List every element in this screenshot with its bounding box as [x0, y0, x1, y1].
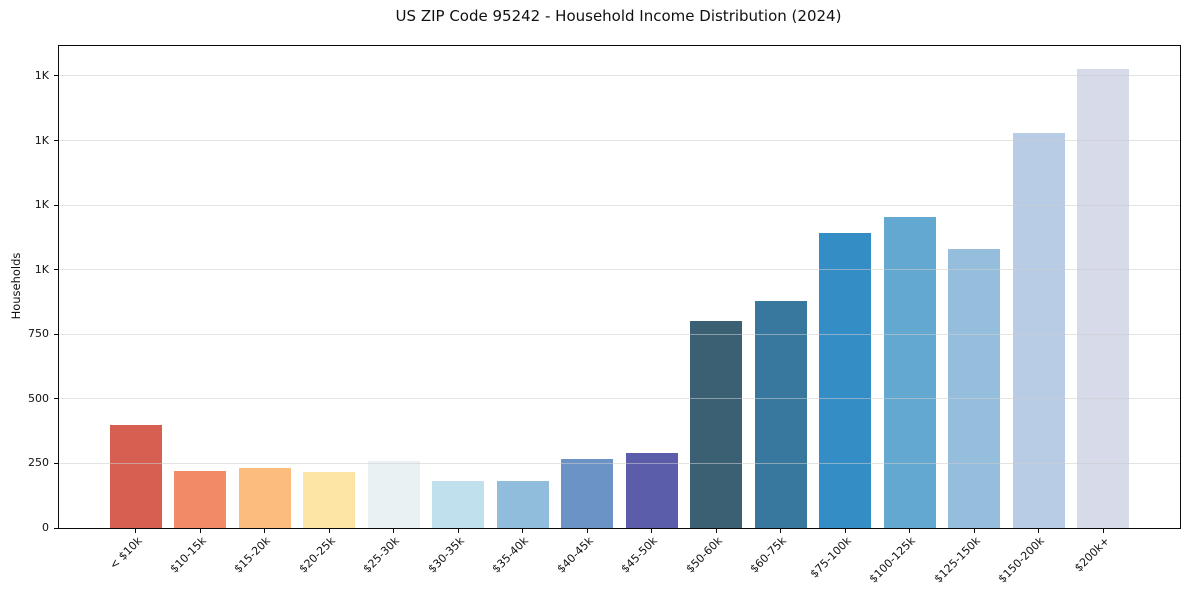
x-tick-label: $20-25k: [296, 534, 338, 576]
gridline: [59, 75, 1180, 77]
y-tick-label: 1K: [34, 198, 49, 212]
x-tick-label: $200k+: [1071, 534, 1112, 575]
plot-area: < $10k $10-15k $15-20k $20-25k $25-30k $30-35…: [28, 45, 1181, 585]
bar: [625, 453, 678, 528]
x-tick-label: $10-15k: [167, 534, 209, 576]
x-tick-mark: [586, 529, 588, 533]
x-tick-mark: [1038, 529, 1040, 533]
x-tick-label: $60-75k: [747, 534, 790, 576]
x-tick-mark: [264, 529, 266, 533]
y-tick-label: 250: [28, 456, 49, 470]
x-tick-mark: [199, 529, 201, 533]
x-tick-label: $35-40k: [489, 534, 532, 576]
x-tick-label: < $10k: [106, 534, 145, 572]
y-tick-mark: [54, 333, 58, 335]
bar: [819, 232, 872, 528]
bar: [367, 461, 420, 528]
bar: [432, 480, 485, 528]
bar: [496, 480, 549, 528]
bar: [109, 424, 162, 528]
x-tick-mark: [973, 529, 975, 533]
y-tick-label: 1K: [34, 68, 49, 82]
x-tick-label: $25-30k: [360, 534, 403, 576]
y-tick-mark: [54, 75, 58, 77]
bar: [1077, 69, 1130, 528]
bar: [303, 472, 356, 528]
y-tick-label: 1K: [34, 133, 49, 147]
x-tick-mark: [844, 529, 846, 533]
x-tick-label: $75-100k: [807, 534, 854, 581]
bar: [238, 467, 291, 528]
x-tick-label: $40-45k: [554, 534, 596, 576]
x-tick-mark: [780, 529, 782, 533]
y-tick-label: 500: [28, 391, 49, 405]
bar: [754, 300, 807, 528]
x-tick-label: $45-50k: [618, 534, 661, 576]
y-tick-mark: [54, 140, 58, 142]
bar: [561, 459, 614, 528]
x-tick-label: $100-125k: [867, 534, 919, 586]
gridline: [59, 204, 1180, 206]
y-tick-label: 0: [42, 521, 49, 534]
bar: [883, 216, 936, 528]
bar: [948, 248, 1001, 528]
bar: [1012, 132, 1065, 528]
gridline: [59, 140, 1180, 142]
x-tick-mark: [135, 529, 137, 533]
x-tick-mark: [715, 529, 717, 533]
x-tick-mark: [457, 529, 459, 533]
x-tick-mark: [522, 529, 524, 533]
y-tick-mark: [54, 204, 58, 206]
x-tick-mark: [651, 529, 653, 533]
x-tick-label: $50-60k: [683, 534, 725, 576]
y-tick-label: 750: [28, 327, 49, 341]
bar: [174, 470, 227, 528]
gridline: [59, 333, 1180, 335]
chart-title: US ZIP Code 95242 - Household Income Dis…: [395, 7, 842, 25]
x-tick-mark: [328, 529, 330, 533]
x-tick-label: $125-150k: [931, 534, 983, 586]
x-tick-label: $150-200k: [996, 534, 1048, 586]
y-tick-mark: [54, 462, 58, 464]
x-tick-mark: [1102, 529, 1104, 533]
gridline: [59, 269, 1180, 271]
x-tick-mark: [393, 529, 395, 533]
y-tick-mark: [54, 527, 58, 529]
x-tick-label: $15-20k: [231, 534, 274, 576]
x-tick-mark: [909, 529, 911, 533]
y-tick-mark: [54, 398, 58, 400]
bar: [690, 321, 743, 528]
gridline: [59, 398, 1180, 400]
y-tick-label: 1K: [34, 262, 49, 276]
y-tick-mark: [54, 269, 58, 271]
gridline: [59, 462, 1180, 464]
x-tick-label: $30-35k: [425, 534, 467, 576]
